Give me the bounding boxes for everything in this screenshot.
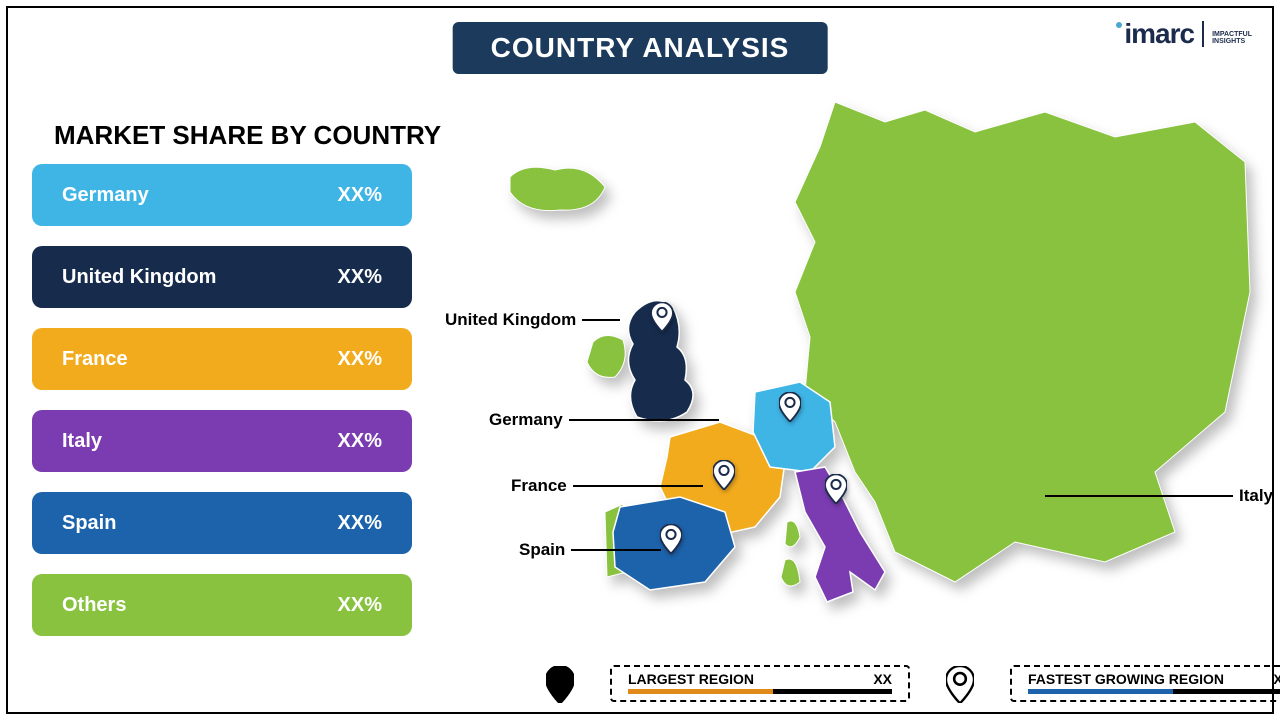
map-label-uk: United Kingdom <box>445 310 620 330</box>
share-bar-others: Others XX% <box>32 574 412 636</box>
bar-label: France <box>62 348 128 371</box>
market-share-title: MARKET SHARE BY COUNTRY <box>54 120 441 151</box>
map-label-france: France <box>511 476 703 496</box>
bar-value: XX% <box>338 512 382 535</box>
brand-logo: imarc IMPACTFULINSIGHTS <box>1116 18 1252 50</box>
share-bar-italy: Italy XX% <box>32 410 412 472</box>
map-label-spain: Spain <box>519 540 661 560</box>
share-bar-spain: Spain XX% <box>32 492 412 554</box>
pin-france <box>713 460 735 490</box>
legend-pin-fastest-icon <box>946 666 974 702</box>
logo-text: imarc <box>1124 18 1194 50</box>
bar-value: XX% <box>338 184 382 207</box>
bar-label: Others <box>62 594 126 617</box>
legend-fastest: FASTEST GROWING REGIONXX <box>1010 665 1280 702</box>
share-bar-united-kingdom: United Kingdom XX% <box>32 246 412 308</box>
logo-tagline: IMPACTFULINSIGHTS <box>1212 31 1252 46</box>
bar-label: Spain <box>62 512 116 535</box>
map-label-germany: Germany <box>489 410 719 430</box>
bar-value: XX% <box>338 266 382 289</box>
logo-dot-icon <box>1116 22 1122 28</box>
europe-map: United Kingdom Germany France Spain Ital… <box>455 92 1255 632</box>
bar-label: United Kingdom <box>62 266 216 289</box>
bar-label: Italy <box>62 430 102 453</box>
share-bar-france: France XX% <box>32 328 412 390</box>
pin-spain <box>660 524 682 554</box>
bar-value: XX% <box>338 430 382 453</box>
pin-uk <box>651 302 673 332</box>
bar-label: Germany <box>62 184 149 207</box>
legend: LARGEST REGIONXX FASTEST GROWING REGIONX… <box>546 665 1280 702</box>
pin-germany <box>779 392 801 422</box>
share-bar-germany: Germany XX% <box>32 164 412 226</box>
legend-pin-largest-icon <box>546 666 574 702</box>
market-share-bars: GermanyXX%United KingdomXX%FranceXX%Ital… <box>32 164 412 636</box>
logo-divider <box>1202 21 1204 47</box>
pin-italy <box>825 474 847 504</box>
bar-value: XX% <box>338 348 382 371</box>
title-badge: COUNTRY ANALYSIS <box>453 22 828 74</box>
map-label-italy: Italy <box>1045 486 1273 506</box>
bar-value: XX% <box>338 594 382 617</box>
legend-largest: LARGEST REGIONXX <box>610 665 910 702</box>
